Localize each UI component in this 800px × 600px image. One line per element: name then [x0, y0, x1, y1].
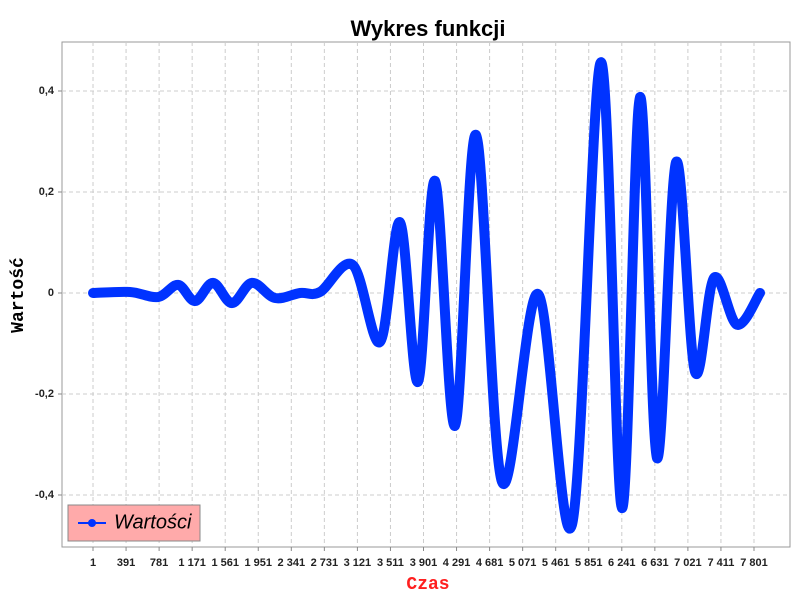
x-tick-label: 5 461 [542, 557, 570, 569]
legend-label: Wartości [114, 511, 192, 533]
x-tick-label: 3 121 [344, 557, 372, 569]
x-tick-label: 7 801 [740, 557, 768, 569]
x-tick-label: 2 731 [311, 557, 339, 569]
x-tick-label: 7 411 [707, 557, 734, 569]
x-tick-label: 6 631 [641, 557, 669, 569]
x-axis-label: Czas [406, 575, 449, 595]
chart-title: Wykres funkcji [351, 16, 506, 41]
x-tick-label: 4 291 [443, 557, 471, 569]
x-tick-label: 6 241 [608, 557, 636, 569]
legend-marker [88, 519, 96, 527]
x-tick-label: 3 511 [377, 557, 404, 569]
x-tick-label: 1 951 [244, 557, 272, 569]
x-tick-label: 1 [90, 557, 96, 569]
x-tick-label: 781 [150, 557, 168, 569]
y-tick-label: 0,2 [39, 186, 54, 198]
x-tick-label: 391 [117, 557, 135, 569]
y-tick-label: -0,4 [35, 489, 55, 501]
y-tick-label: 0,4 [39, 85, 55, 97]
y-tick-label: -0,2 [35, 388, 54, 400]
x-tick-label: 3 901 [410, 557, 438, 569]
x-tick-label: 5 071 [509, 557, 537, 569]
x-tick-label: 1 561 [211, 557, 239, 569]
y-tick-label: 0 [48, 287, 54, 299]
x-tick-label: 2 341 [278, 557, 306, 569]
x-tick-label: 4 681 [476, 557, 504, 569]
x-tick-label: 1 171 [178, 557, 206, 569]
x-tick-label: 7 021 [674, 557, 702, 569]
x-tick-label: 5 851 [575, 557, 603, 569]
y-axis-label: Wartość [9, 257, 29, 333]
data-line [88, 57, 766, 534]
